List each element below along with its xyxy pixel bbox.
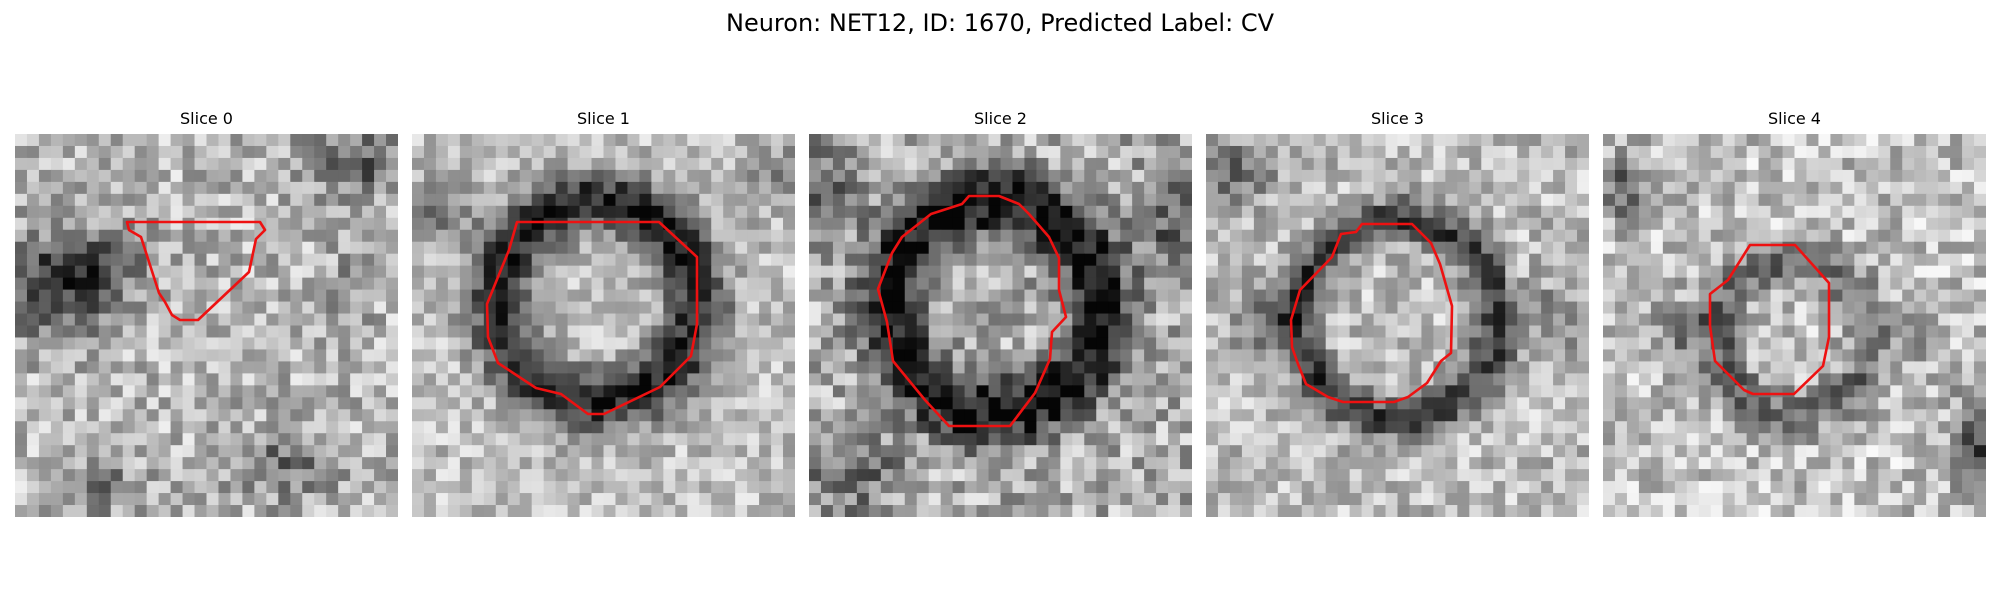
- slice-title: Slice 3: [1371, 109, 1424, 128]
- segmentation-outline: [876, 194, 1068, 428]
- slice-image: [1603, 134, 1986, 517]
- segmentation-outline: [1708, 243, 1831, 396]
- slice-panel-1: Slice 1: [412, 108, 795, 517]
- segmentation-outline: [125, 220, 267, 322]
- slice-image: [1206, 134, 1589, 517]
- slice-panel-3: Slice 3: [1206, 108, 1589, 517]
- slice-panel-0: Slice 0: [15, 108, 398, 517]
- slice-panel-4: Slice 4: [1603, 108, 1986, 517]
- segmentation-outline: [485, 220, 699, 416]
- slice-panel-2: Slice 2: [809, 108, 1192, 517]
- slice-image: [809, 134, 1192, 517]
- slice-title: Slice 2: [974, 109, 1027, 128]
- slice-image-svg: [1206, 134, 1589, 517]
- slice-image: [15, 134, 398, 517]
- segmentation-outline: [1289, 222, 1454, 404]
- slice-title: Slice 4: [1768, 109, 1821, 128]
- slice-image-svg: [15, 134, 398, 517]
- slice-image: [412, 134, 795, 517]
- slice-image-svg: [1603, 134, 1986, 517]
- slice-image-svg: [809, 134, 1192, 517]
- slice-title: Slice 1: [577, 109, 630, 128]
- slice-image-svg: [412, 134, 795, 517]
- figure-title: Neuron: NET12, ID: 1670, Predicted Label…: [726, 9, 1274, 37]
- slice-title: Slice 0: [180, 109, 233, 128]
